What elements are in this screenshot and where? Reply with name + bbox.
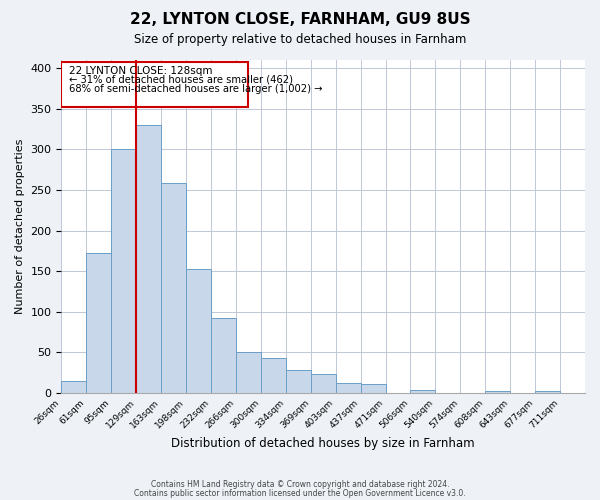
Text: 22 LYNTON CLOSE: 128sqm: 22 LYNTON CLOSE: 128sqm — [69, 66, 212, 76]
Bar — [236, 352, 261, 393]
Bar — [86, 254, 111, 393]
X-axis label: Distribution of detached houses by size in Farnham: Distribution of detached houses by size … — [172, 437, 475, 450]
Bar — [311, 374, 335, 393]
Bar — [111, 148, 136, 393]
Text: 68% of semi-detached houses are larger (1,002) →: 68% of semi-detached houses are larger (… — [69, 84, 322, 94]
Bar — [485, 392, 510, 393]
Bar — [161, 182, 186, 393]
Text: Contains HM Land Registry data © Crown copyright and database right 2024.: Contains HM Land Registry data © Crown c… — [151, 480, 449, 489]
Bar — [335, 384, 361, 393]
Text: Contains public sector information licensed under the Open Government Licence v3: Contains public sector information licen… — [134, 489, 466, 498]
Bar — [136, 125, 161, 393]
Bar — [286, 370, 311, 393]
Y-axis label: Number of detached properties: Number of detached properties — [15, 139, 25, 314]
Text: Size of property relative to detached houses in Farnham: Size of property relative to detached ho… — [134, 32, 466, 46]
Bar — [535, 392, 560, 393]
FancyBboxPatch shape — [61, 62, 248, 107]
Text: 22, LYNTON CLOSE, FARNHAM, GU9 8US: 22, LYNTON CLOSE, FARNHAM, GU9 8US — [130, 12, 470, 28]
Bar — [410, 390, 436, 393]
Bar — [211, 318, 236, 393]
Bar — [261, 358, 286, 393]
Bar — [361, 384, 386, 393]
Bar — [61, 381, 86, 393]
Bar — [186, 269, 211, 393]
Text: ← 31% of detached houses are smaller (462): ← 31% of detached houses are smaller (46… — [69, 74, 293, 85]
